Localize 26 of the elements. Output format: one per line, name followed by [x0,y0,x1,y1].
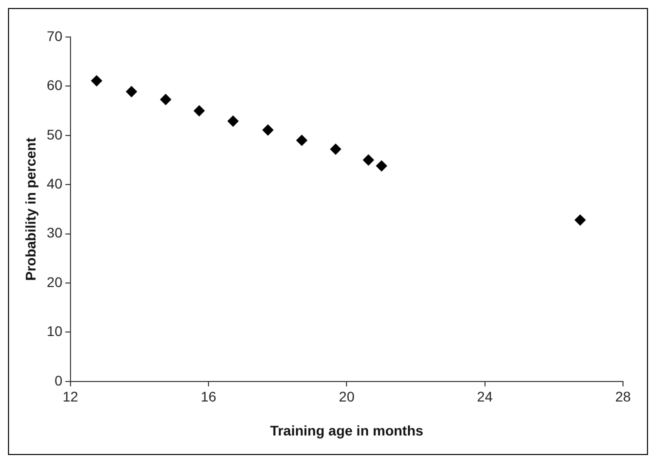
point [262,124,274,136]
point [362,154,374,166]
y-tick-label: 70 [46,28,63,44]
x-tick-label: 24 [477,388,493,405]
point [194,105,205,116]
point [296,134,308,146]
point [160,94,172,105]
x-tick-label: 20 [338,388,355,405]
x-axis-title: Training age in months [270,422,424,438]
y-tick-label: 50 [46,126,63,142]
point [126,86,138,98]
y-tick-label: 0 [54,372,63,388]
x-tick-label: 16 [200,388,217,405]
point [376,160,388,172]
point [91,75,102,86]
point [574,214,586,226]
x-tick-label: 28 [615,388,631,405]
y-axis-title: Probability in percent [22,137,38,281]
x-tick-label: 12 [62,388,78,405]
point [228,116,239,127]
y-tick-label: 40 [46,175,63,192]
y-tick-label: 10 [46,323,63,340]
y-tick-label: 60 [46,77,63,94]
point [330,144,342,155]
y-tick-label: 30 [46,224,63,241]
y-tick-label: 20 [46,274,63,290]
